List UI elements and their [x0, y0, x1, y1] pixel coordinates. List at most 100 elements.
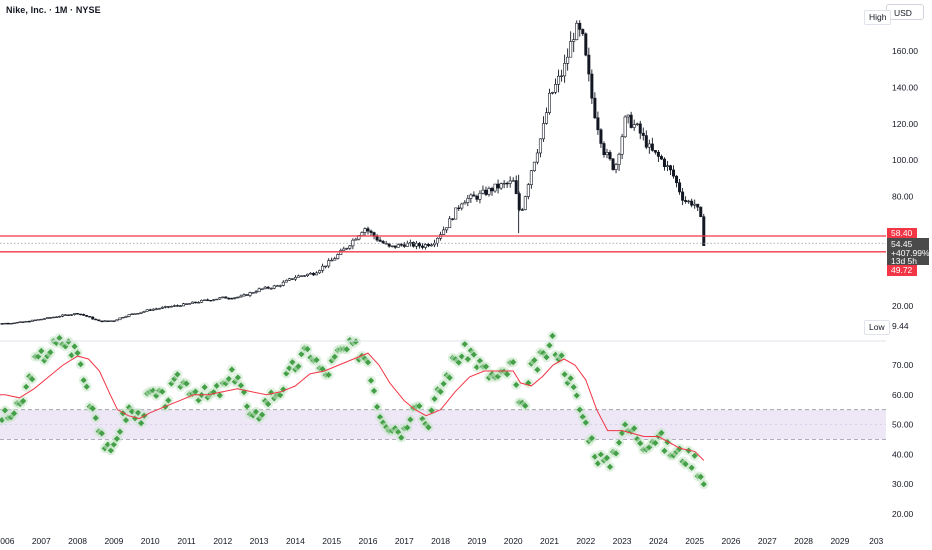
rsi-point — [431, 395, 438, 402]
candle — [330, 257, 334, 262]
candle-body — [318, 270, 322, 274]
candle — [478, 190, 482, 204]
candle — [593, 92, 597, 120]
candle-body — [460, 203, 464, 209]
candle — [526, 183, 530, 200]
candle-body — [672, 169, 676, 177]
rsi-point — [373, 403, 381, 411]
candle-body — [51, 316, 55, 319]
candle — [469, 193, 473, 203]
rsi-point — [437, 388, 444, 395]
year-tick-16: 2022 — [576, 536, 595, 546]
lower-level-price: 49.72 — [887, 265, 917, 276]
rsi-point — [265, 401, 272, 408]
candle — [302, 275, 306, 277]
rsi-point — [549, 332, 556, 339]
candle — [327, 258, 331, 269]
candle — [396, 243, 400, 248]
candle — [9, 322, 13, 325]
candle — [133, 313, 137, 315]
candle-body — [345, 247, 349, 250]
candle-body — [115, 319, 119, 322]
candle-body — [169, 306, 173, 308]
candle — [638, 120, 642, 140]
candle — [0, 323, 4, 325]
candle-body — [245, 294, 249, 296]
candle — [351, 238, 355, 250]
candle-body — [12, 322, 16, 325]
candle — [57, 315, 61, 318]
candle-body — [309, 272, 313, 275]
candle — [360, 231, 364, 236]
candle-body — [590, 73, 594, 99]
rsi-point — [658, 429, 665, 436]
candle-body — [502, 182, 506, 185]
candle-body — [339, 250, 343, 255]
candle-body — [275, 285, 279, 287]
candle-body — [266, 286, 270, 289]
candle-body — [178, 305, 182, 307]
rsi-moving-average — [0, 352, 705, 461]
candle-body — [327, 260, 331, 267]
candle — [287, 277, 291, 281]
candle-body — [57, 316, 61, 318]
candle — [260, 288, 264, 291]
candle — [557, 69, 561, 93]
candle — [181, 302, 185, 307]
candle — [632, 119, 636, 131]
rsi-point — [367, 377, 375, 384]
candle — [209, 299, 213, 302]
candle — [423, 243, 427, 250]
candle — [154, 307, 158, 311]
candle — [405, 240, 409, 247]
rsi-point — [573, 392, 580, 399]
candle-body — [466, 198, 470, 203]
candle — [48, 317, 52, 319]
candle-body — [76, 313, 80, 315]
candle-body — [508, 180, 512, 184]
high-label: High — [864, 10, 892, 25]
year-tick-15: 2021 — [540, 536, 559, 546]
candle-body — [393, 245, 397, 248]
candle — [436, 237, 440, 247]
upper-level-price: 58.40 — [887, 228, 917, 239]
rsi-point — [464, 356, 471, 363]
candle — [629, 111, 633, 129]
candle-body — [363, 228, 367, 233]
candle-body — [354, 238, 358, 241]
rsi-point — [428, 407, 435, 414]
candle-body — [702, 216, 706, 246]
candle — [169, 305, 173, 308]
candle-body — [484, 189, 488, 195]
candle-body — [296, 275, 300, 278]
year-tick-20: 2026 — [722, 536, 741, 546]
candle-body — [678, 182, 682, 193]
candle-body — [696, 203, 700, 208]
candle — [544, 107, 548, 125]
candle — [278, 284, 282, 288]
rsi-point — [364, 359, 372, 366]
candle-body — [578, 22, 582, 30]
candle — [508, 176, 512, 188]
candle — [100, 320, 104, 323]
candle — [602, 141, 606, 158]
candle — [18, 321, 22, 323]
candle-body — [248, 292, 252, 296]
rsi-point — [404, 424, 411, 431]
candle — [272, 284, 276, 290]
candle — [139, 311, 143, 314]
candle — [206, 298, 210, 302]
candle — [27, 320, 31, 323]
candle — [194, 301, 198, 304]
candle — [675, 175, 679, 188]
last-price: 54.45 — [891, 239, 913, 249]
candle — [160, 306, 164, 310]
candle — [142, 310, 146, 313]
candle-body — [278, 285, 282, 287]
year-tick-13: 2019 — [467, 536, 486, 546]
candle — [109, 320, 113, 322]
candle-body — [572, 39, 576, 42]
candle-body — [523, 196, 527, 210]
candle — [665, 160, 669, 172]
